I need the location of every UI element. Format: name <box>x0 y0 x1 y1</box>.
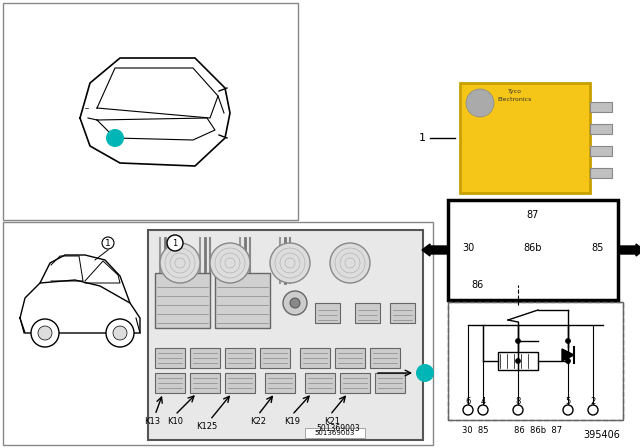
Bar <box>215 273 270 328</box>
Bar <box>155 348 185 368</box>
Bar <box>300 348 330 368</box>
Text: 30: 30 <box>462 243 474 253</box>
Bar <box>190 348 220 368</box>
Circle shape <box>463 405 473 415</box>
Text: 6: 6 <box>465 396 470 405</box>
Bar <box>155 373 185 393</box>
Circle shape <box>515 358 520 363</box>
Bar <box>155 273 210 328</box>
Bar <box>590 168 612 178</box>
Text: 85: 85 <box>592 243 604 253</box>
Circle shape <box>513 405 523 415</box>
Bar <box>225 373 255 393</box>
Bar <box>190 373 220 393</box>
Text: 501369003: 501369003 <box>316 424 360 433</box>
Circle shape <box>416 364 434 382</box>
Text: 1: 1 <box>172 238 178 247</box>
Bar <box>448 302 623 420</box>
Circle shape <box>290 298 300 308</box>
Text: 4: 4 <box>481 396 486 405</box>
Text: 86  86b  87: 86 86b 87 <box>514 426 562 435</box>
Text: 1: 1 <box>105 238 111 247</box>
Circle shape <box>563 405 573 415</box>
Bar <box>355 303 380 323</box>
Bar <box>260 348 290 368</box>
Text: 86: 86 <box>472 280 484 290</box>
Text: K10: K10 <box>167 417 183 426</box>
Text: 86b: 86b <box>524 243 542 253</box>
Circle shape <box>210 243 250 283</box>
Bar <box>340 373 370 393</box>
Bar <box>315 303 340 323</box>
Text: 395406: 395406 <box>583 430 620 440</box>
Bar <box>498 352 538 370</box>
Bar <box>265 373 295 393</box>
Text: 2: 2 <box>590 396 596 405</box>
Circle shape <box>38 326 52 340</box>
Bar <box>305 428 365 438</box>
Circle shape <box>113 326 127 340</box>
Circle shape <box>566 358 570 363</box>
Text: 5: 5 <box>565 396 571 405</box>
Circle shape <box>167 235 183 251</box>
Bar <box>590 124 612 134</box>
Bar <box>448 200 618 300</box>
Bar <box>3 3 298 220</box>
Circle shape <box>160 243 200 283</box>
Bar <box>448 302 623 420</box>
Circle shape <box>106 319 134 347</box>
Circle shape <box>588 405 598 415</box>
Circle shape <box>566 339 570 344</box>
Text: K19: K19 <box>284 417 300 426</box>
Text: 1: 1 <box>422 368 428 378</box>
Bar <box>590 146 612 156</box>
Bar <box>225 348 255 368</box>
Circle shape <box>270 243 310 283</box>
Bar <box>390 303 415 323</box>
Circle shape <box>31 319 59 347</box>
Bar <box>375 373 405 393</box>
Circle shape <box>515 339 520 344</box>
Text: K13: K13 <box>144 417 160 426</box>
FancyArrow shape <box>618 244 640 256</box>
Bar <box>590 102 612 112</box>
Text: K21: K21 <box>324 417 340 426</box>
Text: 501369003: 501369003 <box>315 430 355 436</box>
Bar <box>3 222 433 445</box>
Circle shape <box>283 291 307 315</box>
Circle shape <box>330 243 370 283</box>
Text: K125: K125 <box>196 422 218 431</box>
Polygon shape <box>562 349 574 361</box>
Circle shape <box>102 237 114 249</box>
Bar <box>370 348 400 368</box>
Bar <box>148 230 423 440</box>
Circle shape <box>478 405 488 415</box>
Text: 1: 1 <box>419 133 426 143</box>
Circle shape <box>106 129 124 147</box>
Bar <box>305 373 335 393</box>
Text: 1: 1 <box>111 133 118 143</box>
Circle shape <box>466 89 494 117</box>
Text: 8: 8 <box>515 396 521 405</box>
Text: K22: K22 <box>250 417 266 426</box>
Text: 30  85: 30 85 <box>461 426 488 435</box>
Text: Tyco: Tyco <box>508 89 522 94</box>
Text: 87: 87 <box>527 210 539 220</box>
Text: Electronics: Electronics <box>498 96 532 102</box>
Bar <box>335 348 365 368</box>
FancyArrow shape <box>422 244 448 256</box>
Bar <box>460 83 590 193</box>
